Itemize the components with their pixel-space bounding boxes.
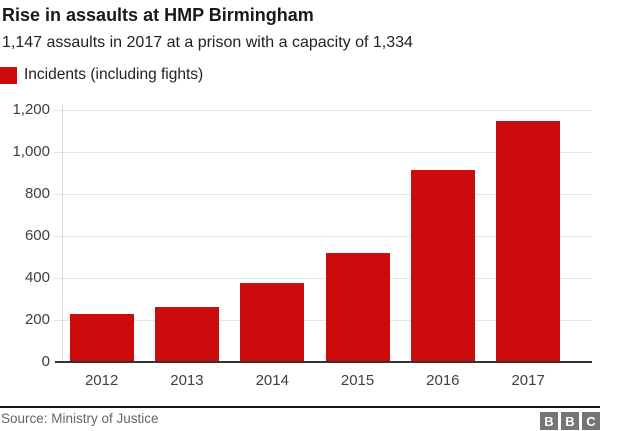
bar-2015	[325, 252, 390, 362]
y-tick-label: 1,200	[12, 101, 50, 118]
y-tick-label: 200	[24, 311, 50, 328]
bar-2014	[240, 283, 305, 362]
source-label: Source: Ministry of Justice	[1, 411, 159, 426]
bbc-logo-block: C	[582, 412, 600, 430]
legend-label: Incidents (including fights)	[24, 66, 204, 83]
gridline	[54, 236, 592, 237]
chart-subtitle: 1,147 assaults in 2017 at a prison with …	[2, 34, 413, 51]
y-tick-label: 800	[24, 185, 50, 202]
bbc-logo-block: B	[540, 412, 558, 430]
gridline	[54, 320, 592, 321]
bbc-logo-block: B	[561, 412, 579, 430]
x-tick-label: 2015	[340, 372, 375, 389]
y-tick-label: 600	[24, 227, 50, 244]
x-tick-label: 2016	[426, 372, 460, 389]
x-axis-line	[55, 361, 592, 363]
gridline	[54, 278, 592, 279]
footer-divider	[0, 406, 600, 408]
y-axis-line	[62, 104, 63, 362]
x-tick-label: 2014	[255, 372, 289, 389]
legend: Incidents (including fights)	[0, 66, 203, 84]
gridline	[54, 152, 592, 153]
bar-2017	[496, 121, 561, 362]
gridline	[54, 110, 592, 111]
bar-2013	[154, 307, 219, 362]
gridline	[54, 194, 592, 195]
bar-2012	[69, 313, 134, 362]
x-tick-label: 2013	[170, 372, 204, 389]
x-tick-label: 2017	[511, 372, 545, 389]
x-tick-label: 2012	[84, 372, 119, 389]
y-tick-label: 0	[41, 353, 50, 370]
y-tick-label: 1,000	[12, 143, 50, 160]
legend-swatch-icon	[0, 66, 17, 84]
y-tick-label: 400	[24, 269, 50, 286]
bar-2016	[410, 169, 475, 362]
chart-title: Rise in assaults at HMP Birmingham	[2, 5, 314, 25]
